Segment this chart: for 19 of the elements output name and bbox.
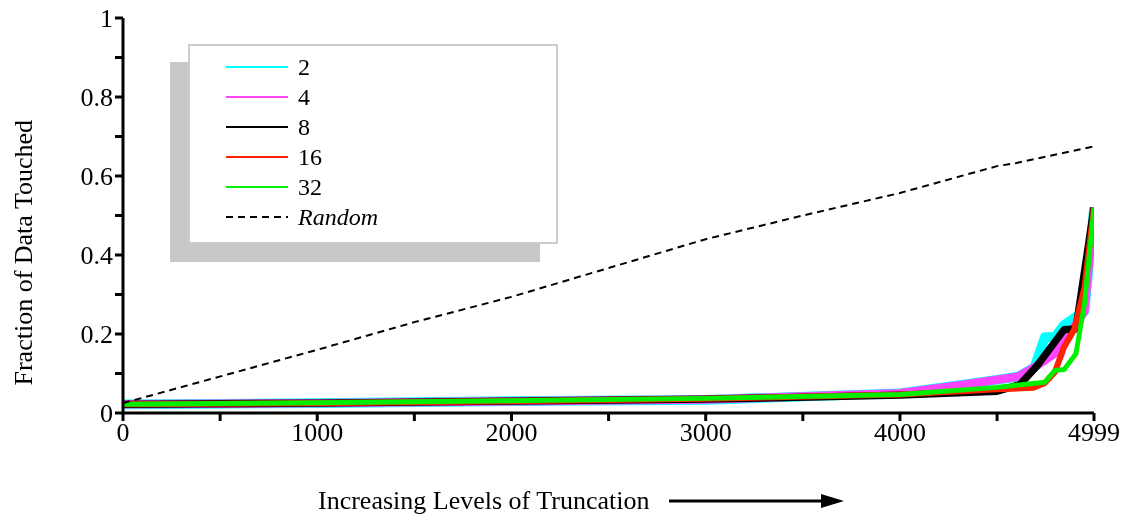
y-tick-label: 0 xyxy=(100,399,113,429)
x-tick-label: 2000 xyxy=(485,418,538,448)
x-tick-label: 4000 xyxy=(873,418,926,448)
y-axis-title: Fraction of Data Touched xyxy=(9,119,39,386)
y-tick-label: 0.2 xyxy=(80,320,113,350)
legend-label: 8 xyxy=(298,113,310,141)
legend-label: 2 xyxy=(298,53,310,81)
x-tick-label: 3000 xyxy=(679,418,732,448)
x-tick-label: 1000 xyxy=(291,418,344,448)
y-tick-label: 0.6 xyxy=(80,162,113,192)
x-tick-label: 4999 xyxy=(1068,418,1120,448)
x-axis-title: Increasing Levels of Truncation xyxy=(318,486,650,516)
y-tick-label: 1 xyxy=(100,4,113,34)
legend-label: Random xyxy=(298,203,378,231)
legend-label: 4 xyxy=(298,83,310,111)
legend-label: 32 xyxy=(298,173,322,201)
y-tick-label: 0.8 xyxy=(80,83,113,113)
legend-label: 16 xyxy=(298,143,322,171)
y-tick-label: 0.4 xyxy=(80,241,113,271)
